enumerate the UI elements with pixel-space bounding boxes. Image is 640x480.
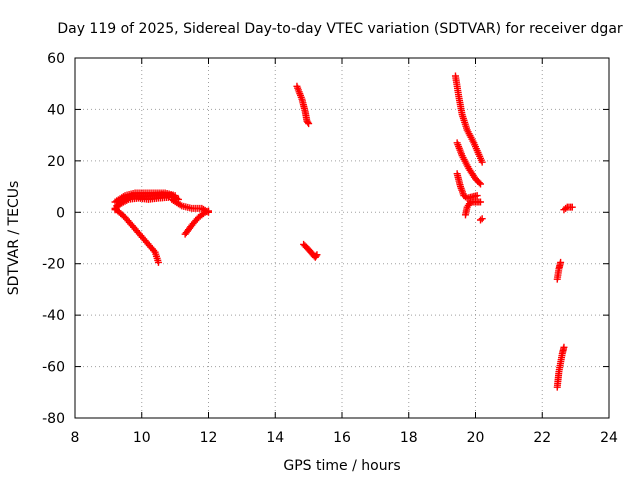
point-track <box>451 72 486 166</box>
y-axis-label: SDTVAR / TECUs <box>6 181 22 296</box>
data-point <box>475 179 483 187</box>
x-tick-label: 22 <box>533 430 551 446</box>
data-points <box>111 72 576 391</box>
x-tick-label: 14 <box>266 430 284 446</box>
data-point <box>477 180 485 188</box>
point-track <box>453 170 481 202</box>
data-point <box>205 207 212 215</box>
point-track <box>560 203 576 214</box>
data-point <box>478 158 486 166</box>
data-point <box>154 258 162 266</box>
x-tick-label: 20 <box>467 430 485 446</box>
x-axis-label: GPS time / hours <box>283 458 400 474</box>
chart-title: Day 119 of 2025, Sidereal Day-to-day VTE… <box>57 21 623 37</box>
x-tick-label: 24 <box>600 430 618 446</box>
data-point <box>477 198 485 206</box>
data-point <box>560 343 568 351</box>
x-tick-label: 10 <box>133 430 151 446</box>
y-tick-label: 0 <box>56 205 65 221</box>
data-point <box>562 204 570 212</box>
x-tick-label: 12 <box>200 430 218 446</box>
data-point <box>478 215 486 223</box>
point-track <box>181 207 212 238</box>
point-track <box>553 258 565 283</box>
data-point <box>473 192 481 200</box>
x-tick-label: 18 <box>400 430 418 446</box>
grid-lines <box>75 58 609 418</box>
point-track <box>461 198 485 219</box>
point-track <box>477 215 486 224</box>
data-point <box>305 120 313 128</box>
point-track <box>300 240 321 261</box>
data-point <box>304 118 312 126</box>
data-point <box>171 192 179 200</box>
x-tick-label: 16 <box>333 430 351 446</box>
data-point <box>477 216 485 224</box>
data-point <box>313 251 321 259</box>
point-track <box>453 139 485 188</box>
data-point <box>557 258 565 266</box>
y-tick-label: -40 <box>42 308 65 324</box>
y-tick-label: -20 <box>42 257 65 273</box>
point-track <box>293 82 313 128</box>
point-track <box>553 343 568 391</box>
x-tick-label: 8 <box>71 430 80 446</box>
y-tick-label: -60 <box>42 360 65 376</box>
y-tick-label: -80 <box>42 411 65 427</box>
y-tick-label: 60 <box>47 51 65 67</box>
y-tick-label: 40 <box>47 102 65 118</box>
data-point <box>568 203 576 211</box>
y-tick-label: 20 <box>47 154 65 170</box>
axis-ticks: 8 10 12 14 16 18 20 22 24 -80 -60 -40 -20 0 20 40 60 <box>42 51 618 446</box>
data-point <box>312 252 320 260</box>
point-track <box>111 204 162 266</box>
